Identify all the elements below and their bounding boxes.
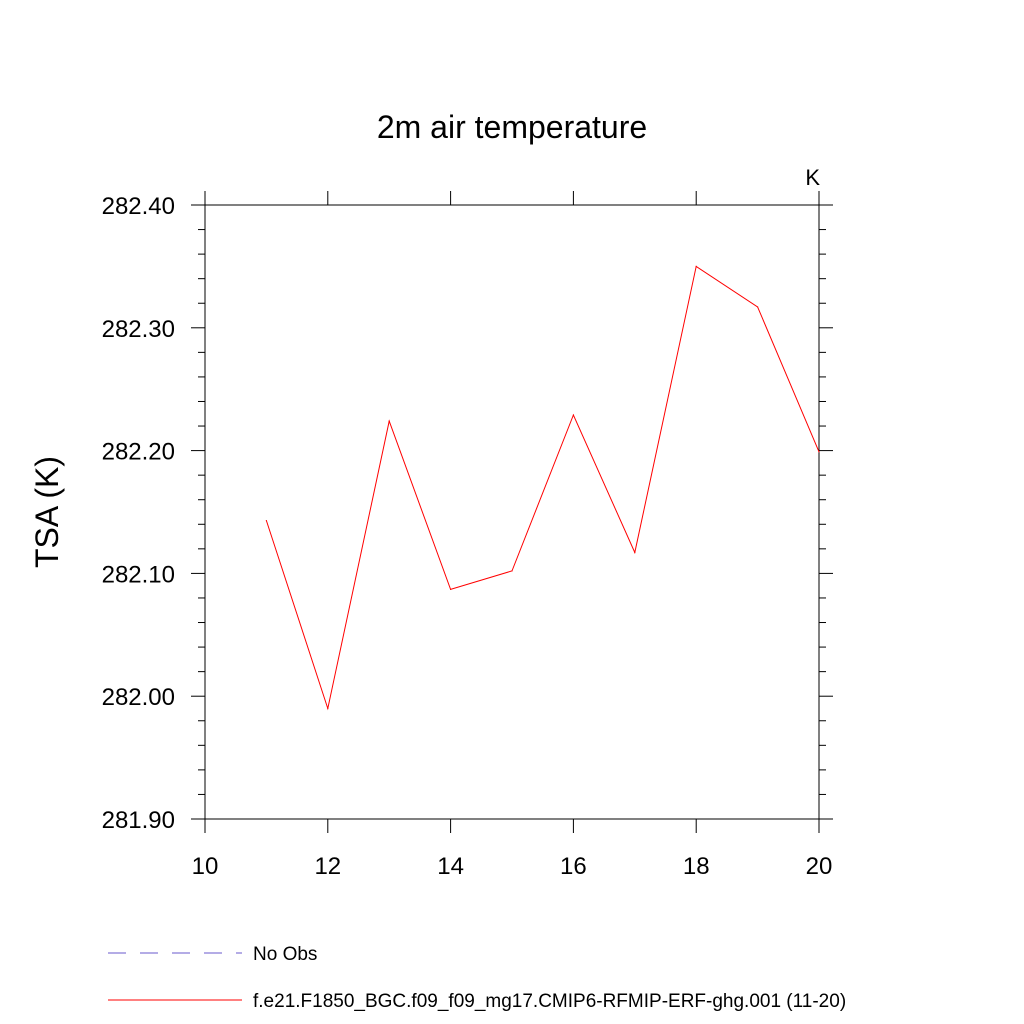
data-point xyxy=(327,707,329,710)
x-tick-label: 10 xyxy=(192,853,219,880)
data-point xyxy=(757,306,759,308)
series-layer xyxy=(265,265,820,711)
data-point xyxy=(572,414,575,416)
y-axis-label: TSA (K) xyxy=(29,456,65,568)
legend-label: f.e21.F1850_BGC.f09_f09_mg17.CMIP6-RFMIP… xyxy=(253,991,846,1012)
chart-title: 2m air temperature xyxy=(377,109,647,145)
units-label: K xyxy=(805,165,820,190)
data-point xyxy=(265,519,267,522)
data-point xyxy=(511,570,513,572)
y-tick-label: 282.00 xyxy=(102,684,175,711)
y-tick-label: 282.40 xyxy=(102,193,175,220)
data-point xyxy=(634,551,636,554)
y-tick-label: 282.30 xyxy=(102,316,175,343)
data-point xyxy=(450,588,452,590)
ticks-layer: 10 12 14 16 18 20 281.90 282.00 282.10 282.20 282.… xyxy=(102,191,833,880)
legend-label: No Obs xyxy=(253,944,317,965)
x-tick-label: 16 xyxy=(560,853,587,880)
x-tick-label: 12 xyxy=(314,853,341,880)
data-point xyxy=(695,265,697,267)
data-point xyxy=(388,420,390,422)
y-tick-label: 282.20 xyxy=(102,439,175,466)
x-tick-label: 14 xyxy=(437,853,464,880)
series-line xyxy=(265,265,820,711)
y-tick-label: 281.90 xyxy=(102,807,175,834)
data-point xyxy=(818,451,820,453)
x-tick-label: 18 xyxy=(683,853,710,880)
y-tick-label: 282.10 xyxy=(102,561,175,588)
plot-frame xyxy=(204,204,820,820)
legend: No Obs f.e21.F1850_BGC.f09_f09_mg17.CMIP6… xyxy=(108,944,846,1012)
x-tick-label: 20 xyxy=(806,853,833,880)
